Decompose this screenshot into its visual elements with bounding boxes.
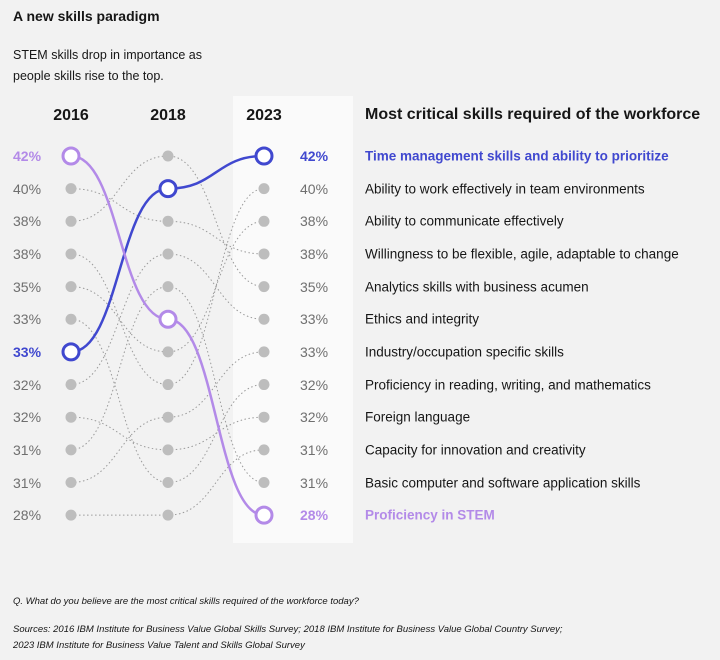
gray-dot (65, 183, 77, 195)
value-label-2016: 35% (13, 278, 42, 295)
value-label-2016: 33% (13, 343, 42, 360)
value-label-2023: 33% (300, 311, 329, 328)
value-label-2023: 38% (300, 213, 329, 230)
gray-dot (65, 313, 77, 325)
value-label-2016: 32% (13, 376, 42, 393)
value-label-2016: 38% (13, 245, 42, 262)
skill-label: Proficiency in STEM (365, 507, 495, 523)
gray-dot (258, 215, 270, 227)
year-label-2018: 2018 (150, 107, 186, 124)
gray-dot (65, 248, 77, 260)
gray-connector-line (71, 449, 265, 516)
gray-dot (258, 379, 270, 391)
value-label-2023: 35% (300, 278, 329, 295)
skill-label: Foreign language (365, 409, 471, 425)
chart-subtitle: STEM skills drop in importance as people… (13, 48, 202, 83)
stem-marker (254, 505, 274, 525)
stem-marker (158, 309, 178, 329)
gray-connector-line (70, 318, 265, 484)
stem-line (70, 154, 265, 517)
value-label-2016: 31% (13, 474, 42, 491)
gray-dot (258, 248, 270, 260)
gray-dot (258, 183, 270, 195)
value-label-2016: 38% (13, 213, 42, 230)
gray-dot (162, 379, 174, 391)
gray-dot (162, 215, 174, 227)
gray-dot (162, 444, 174, 456)
skill-label: Ability to work effectively in team envi… (365, 181, 645, 197)
gray-dot (162, 248, 174, 260)
value-label-2016: 42% (13, 148, 42, 164)
skill-label: Industry/occupation specific skills (365, 344, 564, 360)
gray-dot (258, 281, 270, 293)
value-label-2023: 32% (300, 409, 329, 426)
value-label-2016: 31% (13, 441, 42, 458)
gray-dot (65, 215, 77, 227)
skill-label: Willingness to be flexible, agile, adapt… (365, 246, 679, 262)
gray-dot (258, 411, 270, 423)
skill-label: Analytics skills with business acumen (365, 279, 589, 295)
value-label-2023: 40% (300, 180, 329, 197)
value-label-2016: 32% (13, 409, 42, 426)
gray-dot (65, 509, 77, 521)
gray-dot (258, 313, 270, 325)
value-label-2023: 28% (300, 507, 329, 524)
year-2023-highlight-band (233, 96, 353, 543)
year-label-2023: 2023 (246, 107, 282, 124)
gray-dot (65, 281, 77, 293)
gray-dot (162, 346, 174, 358)
value-label-2023: 31% (300, 474, 329, 491)
year-label-2016: 2016 (53, 107, 89, 124)
time-management-marker (254, 146, 274, 166)
value-label-2016: 28% (13, 507, 42, 524)
skill-label: Ethics and integrity (365, 311, 480, 327)
gray-dot (65, 379, 77, 391)
gray-dot (65, 411, 77, 423)
time-management-line (70, 154, 265, 354)
value-label-2023: 38% (300, 245, 329, 262)
stem-marker (61, 146, 81, 166)
gray-dot (162, 411, 174, 423)
footnote-question: Q. What do you believe are the most crit… (13, 596, 359, 607)
skill-label: Capacity for innovation and creativity (365, 442, 586, 458)
value-label-2023: 32% (300, 376, 329, 393)
value-label-2023: 42% (300, 148, 329, 164)
skill-label: Time management skills and ability to pr… (365, 148, 669, 164)
value-label-2016: 33% (13, 311, 42, 328)
gray-dot (258, 346, 270, 358)
skill-label: Proficiency in reading, writing, and mat… (365, 377, 651, 393)
chart-title: A new skills paradigm (13, 8, 160, 24)
time-management-marker (158, 179, 178, 199)
time-management-marker (61, 342, 81, 362)
skill-label: Ability to communicate effectively (365, 213, 564, 229)
gray-dot (258, 477, 270, 488)
value-label-2016: 40% (13, 180, 42, 197)
gray-dot (162, 509, 174, 521)
gray-dot (65, 477, 77, 488)
value-label-2023: 33% (300, 343, 329, 360)
skills-column-header: Most critical skills required of the wor… (365, 106, 701, 123)
gray-dot (162, 281, 174, 293)
gray-dot (65, 444, 77, 456)
value-label-2023: 31% (300, 441, 329, 458)
footnote-sources: Sources: 2016 IBM Institute for Business… (13, 624, 563, 651)
gray-dot (162, 150, 174, 162)
gray-dot (162, 477, 174, 488)
gray-dot (258, 444, 270, 456)
skill-label: Basic computer and software application … (365, 475, 641, 490)
